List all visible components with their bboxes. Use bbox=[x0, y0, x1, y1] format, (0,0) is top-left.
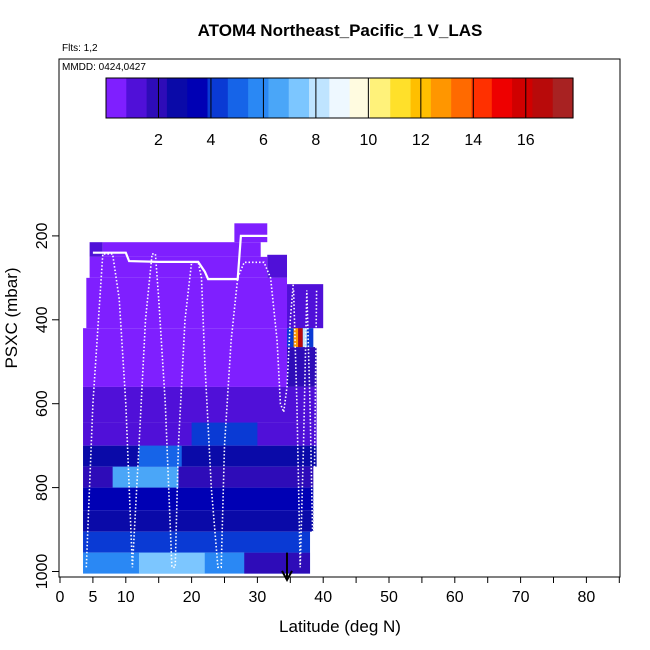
heatmap-cell bbox=[244, 552, 311, 574]
heatmap-cell bbox=[138, 445, 182, 467]
colorbar-tick-label: 14 bbox=[464, 132, 482, 149]
x-tick-label: 10 bbox=[117, 589, 135, 606]
colorbar-swatch bbox=[187, 78, 209, 118]
heatmap-cell bbox=[83, 386, 317, 423]
heatmap-cell bbox=[83, 487, 314, 511]
colorbar-tick-label: 8 bbox=[311, 132, 320, 149]
y-axis-label: PSXC (mbar) bbox=[2, 267, 21, 368]
colorbar-swatch bbox=[288, 78, 310, 118]
x-axis: 0 5 10 20 30 40 50 60 70 80 bbox=[56, 577, 620, 606]
heatmap-cell bbox=[302, 328, 307, 348]
colorbar-swatch bbox=[491, 78, 513, 118]
x-tick-label: 0 bbox=[56, 589, 65, 606]
flight-tracks bbox=[85, 234, 318, 569]
x-tick-label: 50 bbox=[380, 589, 398, 606]
profile-track-line bbox=[292, 290, 318, 568]
y-tick-label: 200 bbox=[34, 222, 51, 249]
heatmap-cell bbox=[267, 254, 288, 278]
y-axis: 200 400 600 800 1000 bbox=[34, 222, 59, 589]
colorbar-swatch bbox=[471, 78, 493, 118]
chart-title: ATOM4 Northeast_Pacific_1 V_LAS bbox=[198, 21, 483, 40]
y-tick-label: 600 bbox=[34, 390, 51, 417]
heatmap-cell bbox=[287, 284, 324, 329]
heatmap-cell bbox=[89, 242, 103, 257]
colorbar-frame bbox=[105, 77, 574, 119]
y-tick-label: 800 bbox=[34, 474, 51, 501]
colorbar-swatch bbox=[248, 78, 270, 118]
colorbar-swatch bbox=[369, 78, 391, 118]
heatmap-cell bbox=[112, 466, 179, 488]
colorbar-swatch bbox=[451, 78, 473, 118]
colorbar-tick-label: 6 bbox=[259, 132, 268, 149]
altitude-track-line bbox=[92, 234, 279, 281]
colorbar-swatch bbox=[126, 78, 148, 118]
colorbar-tick-label: 2 bbox=[154, 132, 163, 149]
colorbar-swatch bbox=[390, 78, 412, 118]
x-tick-label: 80 bbox=[578, 589, 596, 606]
plot-frame bbox=[58, 58, 621, 578]
colorbar-tick-label: 16 bbox=[517, 132, 535, 149]
heatmap-cell bbox=[298, 328, 303, 348]
heatmap-cell bbox=[83, 445, 317, 467]
colorbar-swatch bbox=[329, 78, 351, 118]
heatmap-cell bbox=[293, 328, 299, 348]
heatmap-cell bbox=[234, 223, 268, 243]
flights-note: Flts: 1,2 bbox=[62, 43, 98, 54]
heatmap-cell bbox=[89, 256, 268, 278]
x-tick-label: 60 bbox=[446, 589, 464, 606]
colorbar-swatch bbox=[309, 78, 330, 118]
x-tick-label: 5 bbox=[88, 589, 97, 606]
colorbar-swatch bbox=[146, 78, 168, 118]
colorbar-swatch bbox=[512, 78, 533, 118]
x-tick-label: 40 bbox=[314, 589, 332, 606]
arrow-marker bbox=[281, 552, 293, 582]
heatmap-cells bbox=[83, 223, 324, 574]
colorbar-swatch bbox=[227, 78, 249, 118]
colorbar-swatch bbox=[106, 78, 127, 118]
colorbar-swatch bbox=[207, 78, 229, 118]
colorbar: 2 4 6 8 10 12 14 16 bbox=[105, 77, 574, 149]
dates-note: MMDD: 0424,0427 bbox=[62, 62, 146, 73]
heatmap-cell bbox=[102, 242, 261, 257]
colorbar-tick-label: 10 bbox=[359, 132, 377, 149]
colorbar-swatch bbox=[552, 78, 574, 118]
colorbar-swatch bbox=[532, 78, 554, 118]
heatmap-cell bbox=[83, 328, 288, 387]
heatmap-cell bbox=[83, 531, 311, 553]
heatmap-cell bbox=[287, 347, 317, 387]
colorbar-swatch bbox=[430, 78, 452, 118]
colorbar-swatch bbox=[166, 78, 188, 118]
colorbar-swatch bbox=[268, 78, 290, 118]
x-tick-label: 30 bbox=[249, 589, 267, 606]
arrow-head bbox=[281, 570, 293, 582]
colorbar-tick-label: 12 bbox=[412, 132, 430, 149]
x-tick-label: 70 bbox=[512, 589, 530, 606]
heatmap-cell bbox=[83, 510, 314, 532]
colorbar-tick-label: 4 bbox=[206, 132, 215, 149]
y-tick-label: 1000 bbox=[34, 554, 51, 590]
colorbar-swatch bbox=[349, 78, 371, 118]
x-axis-label: Latitude (deg N) bbox=[279, 617, 401, 636]
profile-track-line bbox=[85, 253, 295, 569]
x-tick-label: 20 bbox=[183, 589, 201, 606]
y-tick-label: 400 bbox=[34, 306, 51, 333]
